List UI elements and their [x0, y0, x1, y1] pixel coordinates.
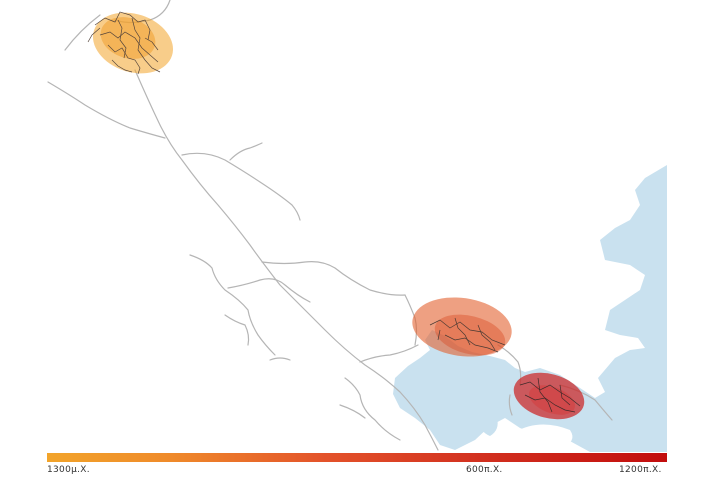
settlement-middle	[412, 297, 512, 357]
settlement-middle-streets	[429, 317, 506, 353]
settlement-north-streets	[87, 11, 161, 75]
settlement-middle-inner	[434, 314, 506, 356]
road-spur-2	[339, 404, 366, 419]
road-main	[134, 69, 439, 451]
road-branch-4	[189, 254, 276, 356]
road-northwest	[47, 81, 166, 139]
road-branch-7	[359, 344, 419, 363]
settlement-north-core	[100, 17, 156, 59]
road-branch-6	[224, 314, 250, 346]
water-layer	[393, 165, 667, 452]
road-branch-8	[344, 377, 401, 441]
road-branch-1	[181, 152, 301, 221]
road-coast-4	[508, 394, 513, 416]
road-coast-2	[497, 344, 522, 386]
timeline-start-label: 1300μ.Χ.	[47, 465, 90, 475]
settlement-southeast-streets	[519, 377, 581, 413]
settlement-southeast	[513, 372, 585, 420]
bay-inlet	[515, 424, 573, 449]
road-north-2	[64, 14, 101, 51]
road-layer	[47, 0, 613, 451]
road-branch-3	[261, 261, 406, 296]
settlement-north	[87, 11, 174, 75]
road-branch-2	[229, 142, 263, 161]
timeline-end-label: 1200π.Χ.	[619, 465, 662, 475]
timeline-gradient-bar	[47, 453, 667, 462]
road-spur-1	[269, 357, 291, 361]
sea-east	[393, 165, 667, 452]
timeline-mid-label: 600π.Χ.	[466, 465, 503, 475]
road-branch-5	[227, 278, 311, 303]
island	[478, 414, 498, 436]
settlement-middle-halo	[412, 297, 512, 357]
